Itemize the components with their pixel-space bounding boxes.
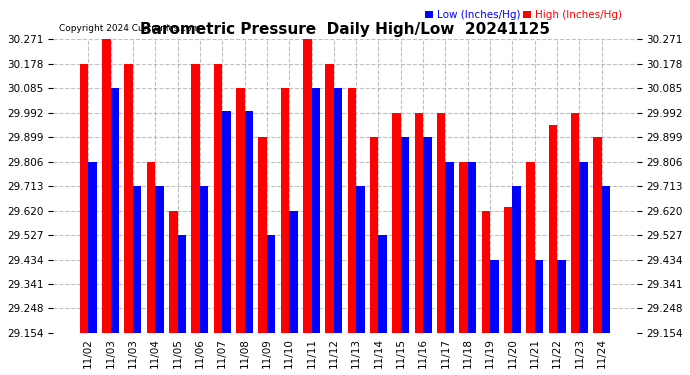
Bar: [602, 186, 610, 333]
Bar: [289, 211, 297, 333]
Bar: [446, 162, 454, 333]
Bar: [504, 207, 513, 333]
Bar: [191, 64, 200, 333]
Bar: [281, 88, 289, 333]
Bar: [490, 260, 499, 333]
Bar: [393, 113, 401, 333]
Bar: [334, 88, 342, 333]
Bar: [102, 39, 110, 333]
Bar: [423, 137, 432, 333]
Bar: [169, 211, 177, 333]
Bar: [401, 137, 409, 333]
Bar: [415, 113, 423, 333]
Bar: [593, 137, 602, 333]
Bar: [549, 125, 557, 333]
Bar: [303, 39, 311, 333]
Bar: [124, 64, 133, 333]
Bar: [571, 113, 580, 333]
Bar: [88, 162, 97, 333]
Bar: [258, 137, 267, 333]
Bar: [177, 235, 186, 333]
Bar: [267, 235, 275, 333]
Bar: [222, 111, 230, 333]
Bar: [326, 64, 334, 333]
Bar: [356, 186, 364, 333]
Bar: [311, 88, 320, 333]
Bar: [526, 162, 535, 333]
Bar: [236, 88, 244, 333]
Legend: Low (Inches/Hg), High (Inches/Hg): Low (Inches/Hg), High (Inches/Hg): [421, 6, 626, 25]
Text: Copyright 2024 Curtronics.com: Copyright 2024 Curtronics.com: [59, 24, 200, 33]
Bar: [482, 211, 490, 333]
Bar: [133, 186, 141, 333]
Bar: [535, 260, 543, 333]
Title: Barometric Pressure  Daily High/Low  20241125: Barometric Pressure Daily High/Low 20241…: [140, 22, 550, 37]
Bar: [468, 162, 476, 333]
Bar: [370, 137, 379, 333]
Bar: [80, 64, 88, 333]
Bar: [580, 162, 588, 333]
Bar: [155, 186, 164, 333]
Bar: [110, 88, 119, 333]
Bar: [557, 260, 566, 333]
Bar: [437, 113, 446, 333]
Bar: [460, 162, 468, 333]
Bar: [379, 235, 387, 333]
Bar: [348, 88, 356, 333]
Bar: [244, 111, 253, 333]
Bar: [513, 186, 521, 333]
Bar: [200, 186, 208, 333]
Bar: [147, 162, 155, 333]
Bar: [214, 64, 222, 333]
